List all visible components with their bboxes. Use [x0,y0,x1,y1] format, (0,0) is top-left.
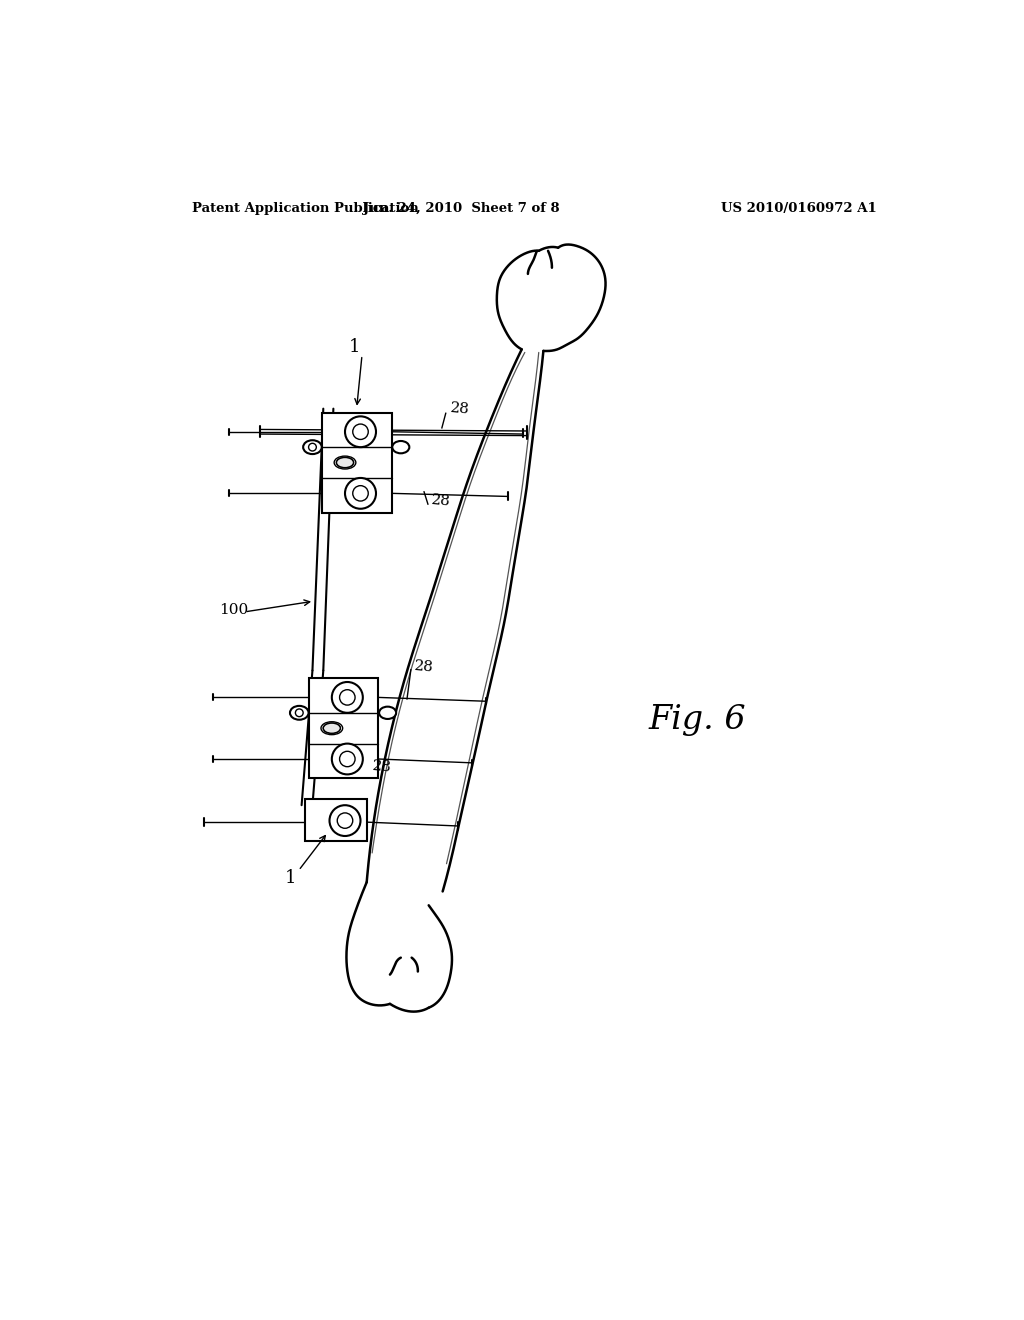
Text: 28: 28 [450,401,470,417]
Bar [308,678,378,779]
Circle shape [337,813,352,829]
Circle shape [330,805,360,836]
Circle shape [308,444,316,451]
Circle shape [340,689,355,705]
Ellipse shape [324,723,340,734]
Circle shape [352,424,369,440]
Ellipse shape [303,441,322,454]
Text: Fig. 6: Fig. 6 [649,705,746,737]
Ellipse shape [379,706,396,719]
Ellipse shape [334,457,356,469]
Ellipse shape [337,458,353,467]
Bar [322,412,391,512]
Circle shape [340,751,355,767]
Text: US 2010/0160972 A1: US 2010/0160972 A1 [721,202,877,215]
Text: 1: 1 [348,338,360,356]
Text: 28: 28 [430,494,451,510]
Circle shape [295,709,303,717]
Ellipse shape [337,458,353,467]
Ellipse shape [290,706,308,719]
Text: Jun. 24, 2010  Sheet 7 of 8: Jun. 24, 2010 Sheet 7 of 8 [362,202,559,215]
Text: 28: 28 [414,659,434,675]
Circle shape [345,478,376,508]
Bar [305,799,367,841]
Ellipse shape [324,723,340,734]
Ellipse shape [321,722,343,735]
Circle shape [352,486,369,502]
Text: 1: 1 [285,870,297,887]
Circle shape [332,743,362,775]
Text: Patent Application Publication: Patent Application Publication [191,202,418,215]
Circle shape [332,682,362,713]
Text: 28: 28 [372,759,392,775]
Text: 100: 100 [219,603,249,618]
Circle shape [345,416,376,447]
Ellipse shape [392,441,410,453]
